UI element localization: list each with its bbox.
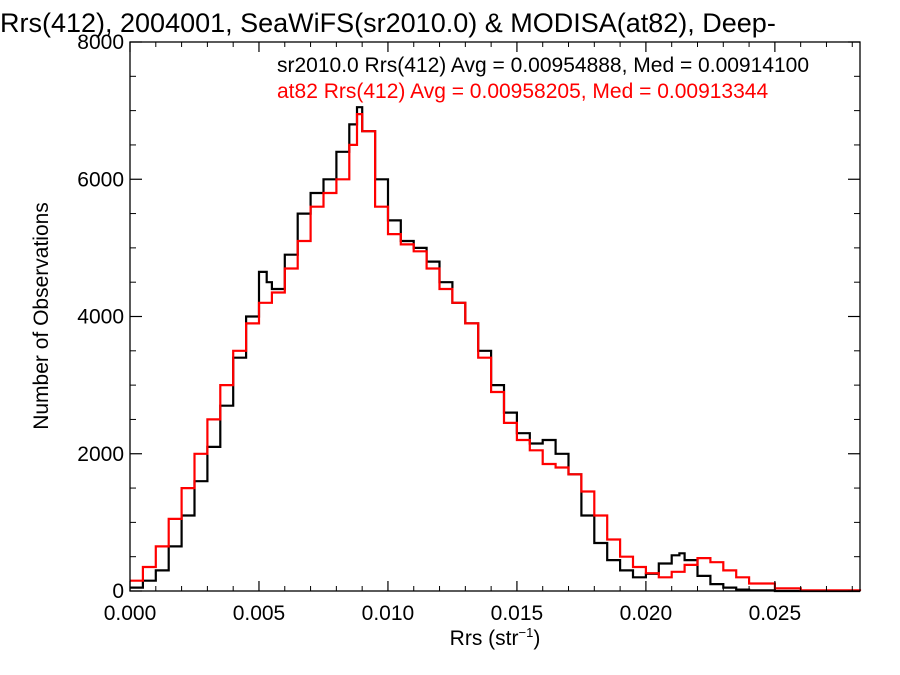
- x-tick-label: 0.010: [362, 602, 415, 625]
- y-axis-label: Number of Observations: [30, 202, 53, 430]
- annotations: sr2010.0 Rrs(412) Avg = 0.00954888, Med …: [277, 54, 809, 103]
- y-tick-label: 6000: [77, 168, 124, 191]
- x-axis-label: Rrs (str−1): [450, 625, 541, 650]
- annotation-sr2010: sr2010.0 Rrs(412) Avg = 0.00954888, Med …: [277, 54, 809, 77]
- annotation-at82: at82 Rrs(412) Avg = 0.00958205, Med = 0.…: [277, 80, 768, 103]
- y-tick-label: 4000: [77, 306, 124, 329]
- y-tick-label: 8000: [77, 31, 124, 54]
- series-line-0: [130, 106, 860, 593]
- plot-frame: [129, 41, 861, 592]
- x-tick-label: 0.005: [233, 602, 286, 625]
- x-axis-ticks: 0.000 0.005 0.010 0.015 0.020 0.025: [104, 42, 853, 625]
- y-axis-ticks: 0 2000 4000 6000 8000: [77, 31, 860, 603]
- chart-title: Rrs(412), 2004001, SeaWiFS(sr2010.0) & M…: [0, 8, 776, 38]
- series-layer: [130, 106, 862, 593]
- y-tick-label: 2000: [77, 443, 124, 466]
- x-tick-label: 0.015: [491, 602, 544, 625]
- x-tick-label: 0.025: [749, 602, 802, 625]
- y-tick-label: 0: [112, 580, 124, 603]
- series-line-1: [130, 113, 862, 592]
- x-tick-label: 0.020: [620, 602, 673, 625]
- x-tick-label: 0.000: [104, 602, 157, 625]
- plot-area: 0.000 0.005 0.010 0.015 0.020 0.025 0 2000 4000…: [77, 31, 862, 625]
